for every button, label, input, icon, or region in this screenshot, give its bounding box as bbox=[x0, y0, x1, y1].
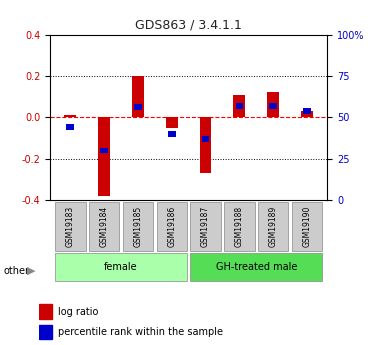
Text: percentile rank within the sample: percentile rank within the sample bbox=[58, 327, 223, 337]
Bar bbox=[270, 103, 277, 109]
FancyBboxPatch shape bbox=[55, 253, 187, 282]
FancyBboxPatch shape bbox=[55, 201, 85, 251]
Text: GSM19186: GSM19186 bbox=[167, 205, 176, 247]
FancyBboxPatch shape bbox=[258, 201, 288, 251]
Text: other: other bbox=[4, 266, 30, 276]
Bar bbox=[166, 117, 177, 128]
Bar bbox=[100, 148, 108, 153]
Bar bbox=[38, 325, 52, 339]
Text: GSM19185: GSM19185 bbox=[134, 205, 142, 247]
Text: ▶: ▶ bbox=[27, 266, 35, 276]
FancyBboxPatch shape bbox=[190, 201, 221, 251]
Text: GSM19184: GSM19184 bbox=[100, 205, 109, 247]
Bar bbox=[202, 136, 209, 142]
Bar bbox=[267, 92, 279, 117]
FancyBboxPatch shape bbox=[224, 201, 254, 251]
Bar bbox=[168, 131, 176, 137]
Bar bbox=[200, 117, 211, 173]
FancyBboxPatch shape bbox=[292, 201, 322, 251]
Text: GH-treated male: GH-treated male bbox=[216, 263, 297, 272]
Text: GSM19187: GSM19187 bbox=[201, 205, 210, 247]
FancyBboxPatch shape bbox=[89, 201, 119, 251]
Text: GSM19189: GSM19189 bbox=[269, 205, 278, 247]
Bar bbox=[132, 76, 144, 117]
Bar bbox=[38, 304, 52, 319]
Bar bbox=[64, 115, 76, 117]
Bar bbox=[67, 124, 74, 130]
Text: GSM19183: GSM19183 bbox=[66, 205, 75, 247]
Text: log ratio: log ratio bbox=[58, 307, 99, 317]
Bar bbox=[134, 105, 142, 110]
Bar bbox=[98, 117, 110, 196]
Bar bbox=[303, 108, 311, 114]
FancyBboxPatch shape bbox=[157, 201, 187, 251]
Bar bbox=[233, 95, 245, 117]
Bar bbox=[236, 103, 243, 109]
Title: GDS863 / 3.4.1.1: GDS863 / 3.4.1.1 bbox=[135, 19, 242, 32]
Text: GSM19190: GSM19190 bbox=[303, 205, 311, 247]
Bar bbox=[301, 111, 313, 117]
FancyBboxPatch shape bbox=[123, 201, 153, 251]
Text: GSM19188: GSM19188 bbox=[235, 205, 244, 247]
Text: female: female bbox=[104, 263, 138, 272]
FancyBboxPatch shape bbox=[190, 253, 322, 282]
